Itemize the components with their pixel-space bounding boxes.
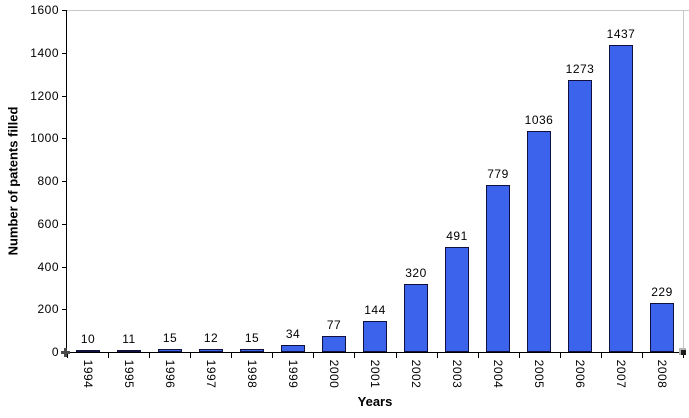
bar xyxy=(568,80,592,352)
x-axis-tick xyxy=(560,353,561,358)
x-axis-tick xyxy=(519,353,520,358)
x-category-label: 1999 xyxy=(286,359,300,389)
bar xyxy=(650,303,674,352)
y-tick-label: 1200 xyxy=(30,89,59,103)
bar xyxy=(76,350,100,352)
x-category-label: 2000 xyxy=(327,359,341,389)
x-category-label: 1995 xyxy=(122,359,136,389)
y-axis-tick xyxy=(62,10,67,11)
bar-value-label: 144 xyxy=(364,303,386,317)
x-axis-tick xyxy=(437,353,438,358)
plot-right-border xyxy=(683,10,684,352)
x-axis-tick xyxy=(354,353,355,358)
x-category-label: 2002 xyxy=(409,359,423,389)
x-axis-tick xyxy=(313,353,314,358)
y-axis-tick xyxy=(62,53,67,54)
x-category-label: 1997 xyxy=(204,359,218,389)
x-axis-tick xyxy=(601,353,602,358)
x-category-label: 2004 xyxy=(491,359,505,389)
axis-end-handle-icon xyxy=(679,348,686,355)
x-category-label: 2001 xyxy=(368,359,382,389)
plot-top-border xyxy=(67,10,689,11)
x-category-label: 2006 xyxy=(573,359,587,389)
y-tick-label: 400 xyxy=(37,260,59,274)
bar xyxy=(117,350,141,352)
bar-value-label: 779 xyxy=(487,167,509,181)
x-category-label: 1996 xyxy=(163,359,177,389)
bar xyxy=(322,336,346,352)
bar-value-label: 10 xyxy=(80,332,96,346)
x-category-label: 2008 xyxy=(655,359,669,389)
bar-value-label: 34 xyxy=(285,327,301,341)
bar-value-label: 15 xyxy=(162,331,178,345)
bar xyxy=(158,349,182,352)
x-axis-tick xyxy=(108,353,109,358)
bar xyxy=(527,131,551,352)
bar-value-label: 320 xyxy=(405,266,427,280)
y-tick-label: 1400 xyxy=(30,46,59,60)
x-axis-line xyxy=(63,352,682,353)
bar xyxy=(281,345,305,352)
bar-value-label: 1273 xyxy=(565,62,595,76)
bar-value-label: 491 xyxy=(446,229,468,243)
x-axis-tick xyxy=(478,353,479,358)
y-axis-tick xyxy=(62,96,67,97)
bar xyxy=(609,45,633,352)
x-axis-tick xyxy=(272,353,273,358)
y-axis-tick xyxy=(62,224,67,225)
bar-value-label: 11 xyxy=(122,332,136,346)
x-category-label: 2003 xyxy=(450,359,464,389)
x-axis-tick xyxy=(683,353,684,358)
y-axis-tick xyxy=(62,309,67,310)
bar xyxy=(199,349,223,352)
x-axis-tick xyxy=(190,353,191,358)
bar-value-label: 1437 xyxy=(606,27,636,41)
bar xyxy=(445,247,469,352)
y-tick-label: 600 xyxy=(37,217,59,231)
x-axis-tick xyxy=(67,353,68,358)
y-tick-label: 800 xyxy=(37,174,59,188)
x-category-label: 1994 xyxy=(81,359,95,389)
x-category-label: 2005 xyxy=(532,359,546,389)
y-tick-label: 1000 xyxy=(30,131,59,145)
x-axis-tick xyxy=(642,353,643,358)
bar xyxy=(240,349,264,352)
y-axis-tick xyxy=(62,138,67,139)
axis-origin-handle-icon xyxy=(61,348,70,357)
y-axis-tick xyxy=(62,181,67,182)
y-tick-label: 1600 xyxy=(30,3,59,17)
bar xyxy=(363,321,387,352)
bar-value-label: 229 xyxy=(651,285,673,299)
bar-value-label: 15 xyxy=(244,331,260,345)
bar xyxy=(486,185,510,352)
bar-value-label: 77 xyxy=(326,318,342,332)
bar-value-label: 1036 xyxy=(524,113,554,127)
x-axis-title: Years xyxy=(357,394,393,409)
y-tick-label: 0 xyxy=(51,345,59,359)
y-tick-label: 200 xyxy=(37,302,59,316)
x-category-label: 1998 xyxy=(245,359,259,389)
x-axis-tick xyxy=(149,353,150,358)
x-axis-tick xyxy=(396,353,397,358)
x-category-label: 2007 xyxy=(614,359,628,389)
y-axis-tick xyxy=(62,267,67,268)
x-axis-tick xyxy=(231,353,232,358)
bar xyxy=(404,284,428,352)
bar-value-label: 12 xyxy=(203,331,219,345)
